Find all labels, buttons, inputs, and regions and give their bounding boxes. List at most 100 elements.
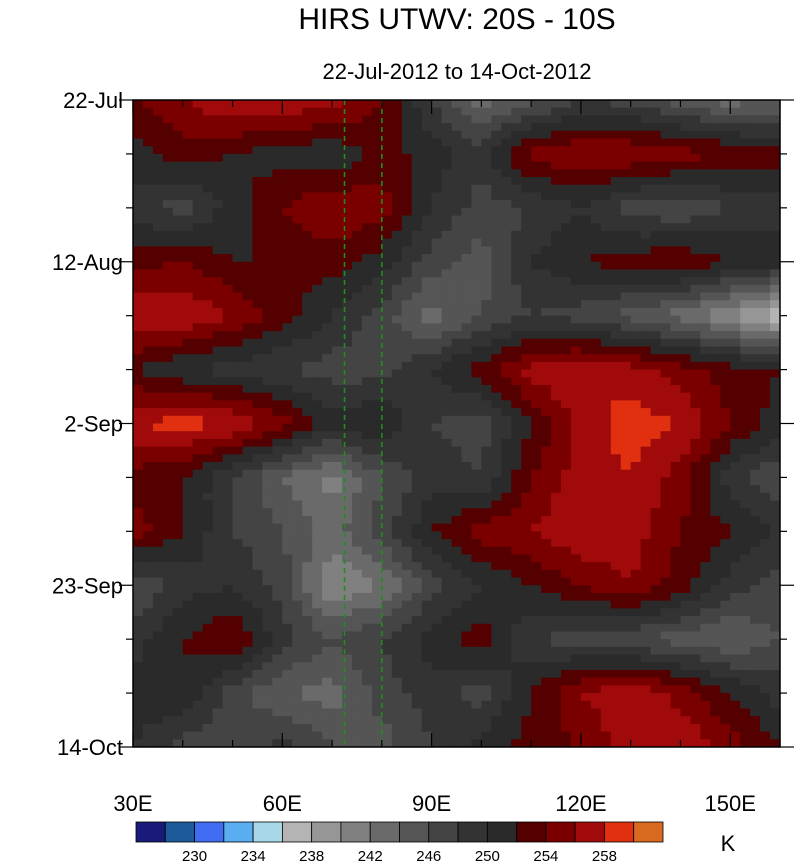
heatmap-cell <box>142 531 154 540</box>
heatmap-cell <box>461 523 473 532</box>
heatmap-cell <box>133 177 144 186</box>
heatmap-cell <box>411 677 423 686</box>
heatmap-cell <box>541 354 552 363</box>
heatmap-cell <box>142 238 154 247</box>
heatmap-cell <box>431 654 443 663</box>
heatmap-cell <box>212 192 224 201</box>
heatmap-cell <box>570 415 582 425</box>
heatmap-cell <box>182 315 194 324</box>
heatmap-cell <box>222 608 234 617</box>
heatmap-cell <box>232 646 244 656</box>
heatmap-cell <box>740 446 751 455</box>
heatmap-cell <box>282 200 293 209</box>
heatmap-cell <box>770 284 780 294</box>
heatmap-cell <box>561 315 572 324</box>
heatmap-cell <box>431 400 443 409</box>
heatmap-cell <box>431 492 443 502</box>
heatmap-cell <box>461 515 473 525</box>
heatmap-cell <box>172 400 184 409</box>
heatmap-cell <box>511 331 522 340</box>
heatmap-cell <box>292 392 303 401</box>
heatmap-cell <box>152 200 164 209</box>
heatmap-cell <box>421 677 433 686</box>
heatmap-cell <box>252 400 263 409</box>
heatmap-cell <box>660 369 672 378</box>
heatmap-cell <box>411 400 423 409</box>
heatmap-cell <box>580 238 592 247</box>
heatmap-cell <box>640 392 652 401</box>
heatmap-cell <box>590 130 602 140</box>
heatmap-cell <box>640 669 652 679</box>
heatmap-cell <box>322 169 333 178</box>
heatmap-cell <box>182 531 194 540</box>
heatmap-cell <box>650 377 662 386</box>
heatmap-cell <box>710 261 721 271</box>
heatmap-cell <box>610 539 622 548</box>
heatmap-cell <box>710 177 721 186</box>
heatmap-cell <box>610 161 622 170</box>
heatmap-cell <box>232 446 244 455</box>
heatmap-cell <box>232 261 244 271</box>
heatmap-cell <box>630 300 642 309</box>
heatmap-cell <box>272 223 283 232</box>
heatmap-cell <box>242 354 254 363</box>
heatmap-cell <box>650 331 662 340</box>
heatmap-cell <box>172 608 184 617</box>
heatmap-cell <box>521 369 532 378</box>
heatmap-cell <box>770 400 780 409</box>
heatmap-cell <box>342 200 353 209</box>
heatmap-cell <box>451 254 463 263</box>
heatmap-cell <box>770 146 780 155</box>
heatmap-cell <box>760 662 771 671</box>
heatmap-cell <box>730 508 741 517</box>
heatmap-cell <box>620 400 632 409</box>
heatmap-cell <box>361 446 373 455</box>
heatmap-cell <box>660 115 672 124</box>
heatmap-cell <box>421 585 433 594</box>
heatmap-cell <box>212 200 224 209</box>
heatmap-cell <box>710 654 721 663</box>
heatmap-cell <box>570 238 582 247</box>
heatmap-cell <box>282 215 293 224</box>
heatmap-cell <box>342 577 353 586</box>
heatmap-cell <box>282 307 293 317</box>
heatmap-cell <box>202 269 214 278</box>
heatmap-cell <box>252 431 263 440</box>
heatmap-cell <box>570 223 582 232</box>
heatmap-cell <box>491 462 502 471</box>
heatmap-cell <box>342 277 353 286</box>
heatmap-cell <box>580 269 592 278</box>
heatmap-cell <box>192 523 204 532</box>
heatmap-cell <box>481 408 492 417</box>
heatmap-cell <box>690 269 701 278</box>
heatmap-cell <box>730 346 741 355</box>
heatmap-cell <box>471 269 482 278</box>
heatmap-cell <box>600 200 612 209</box>
heatmap-cell <box>561 338 572 348</box>
heatmap-cell <box>630 492 642 502</box>
heatmap-cell <box>461 153 473 163</box>
heatmap-cell <box>142 554 154 563</box>
heatmap-cell <box>441 646 453 656</box>
heatmap-cell <box>282 161 293 170</box>
heatmap-cell <box>660 585 672 594</box>
heatmap-cell <box>391 408 403 417</box>
heatmap-cell <box>570 315 582 324</box>
heatmap-cell <box>660 577 672 586</box>
heatmap-cell <box>212 246 224 255</box>
heatmap-cell <box>411 361 423 371</box>
heatmap-cell <box>312 554 323 563</box>
heatmap-cell <box>162 115 174 124</box>
heatmap-cell <box>690 223 701 232</box>
heatmap-cell <box>710 346 721 355</box>
heatmap-cell <box>232 192 244 201</box>
heatmap-cell <box>551 577 562 586</box>
heatmap-cell <box>481 130 492 140</box>
heatmap-cell <box>491 623 502 633</box>
heatmap-cell <box>441 577 453 586</box>
heatmap-cell <box>620 662 632 671</box>
heatmap-cell <box>760 354 771 363</box>
heatmap-cell <box>670 246 682 255</box>
heatmap-cell <box>441 377 453 386</box>
heatmap-cell <box>142 446 154 455</box>
